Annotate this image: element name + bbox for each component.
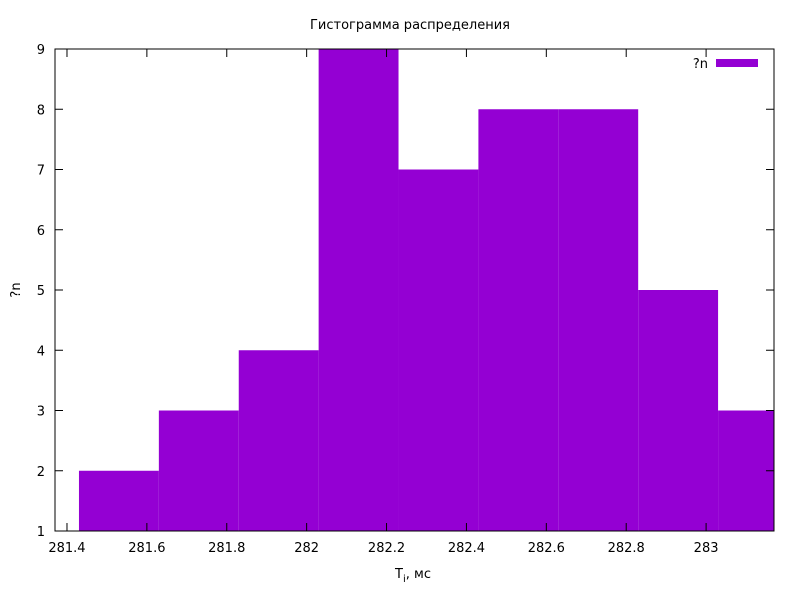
histogram-bar (158, 410, 239, 531)
x-tick-label: 283 (694, 541, 719, 556)
chart-title: Гистограмма распределения (310, 18, 510, 33)
y-tick-label: 8 (37, 103, 45, 118)
histogram-bar (398, 169, 479, 531)
y-tick-label: 4 (37, 344, 45, 359)
histogram-bar (78, 470, 159, 531)
legend: ?n (693, 57, 758, 72)
y-tick-label: 9 (37, 43, 45, 58)
x-tick-label: 281.4 (48, 541, 85, 556)
axes: 281.4 281.6 281.8 282 282.2 282.4 282.6 282.8 28… (37, 43, 775, 556)
y-tick-label: 3 (37, 405, 45, 420)
x-axis-label: Ti, мс (394, 567, 431, 585)
x-tick-label: 281.6 (128, 541, 165, 556)
x-tick-label: 282 (294, 541, 319, 556)
histogram-bar (238, 350, 319, 531)
x-tick-label: 282.6 (528, 541, 565, 556)
histogram-bar (718, 410, 774, 531)
x-tick-label: 282.8 (608, 541, 645, 556)
y-axis-label: ?n (9, 282, 24, 297)
x-tick-label: 282.2 (368, 541, 405, 556)
histogram-bar (318, 49, 399, 531)
histogram-bar (558, 109, 639, 531)
x-axis-label-main: T (394, 567, 403, 582)
histogram-bar (638, 290, 719, 531)
y-tick-label: 2 (37, 465, 45, 480)
legend-swatch (716, 59, 758, 67)
legend-label: ?n (693, 57, 708, 72)
y-tick-label: 5 (37, 284, 45, 299)
y-tick-label: 1 (37, 525, 45, 540)
x-tick-label: 281.8 (208, 541, 245, 556)
histogram-bars (78, 49, 774, 531)
x-axis-label-subscript: i (403, 574, 406, 585)
histogram-bar (478, 109, 559, 531)
y-tick-label: 7 (37, 164, 45, 179)
y-tick-label: 6 (37, 224, 45, 239)
x-axis-label-suffix: , мс (406, 567, 431, 582)
x-tick-label: 282.4 (448, 541, 485, 556)
